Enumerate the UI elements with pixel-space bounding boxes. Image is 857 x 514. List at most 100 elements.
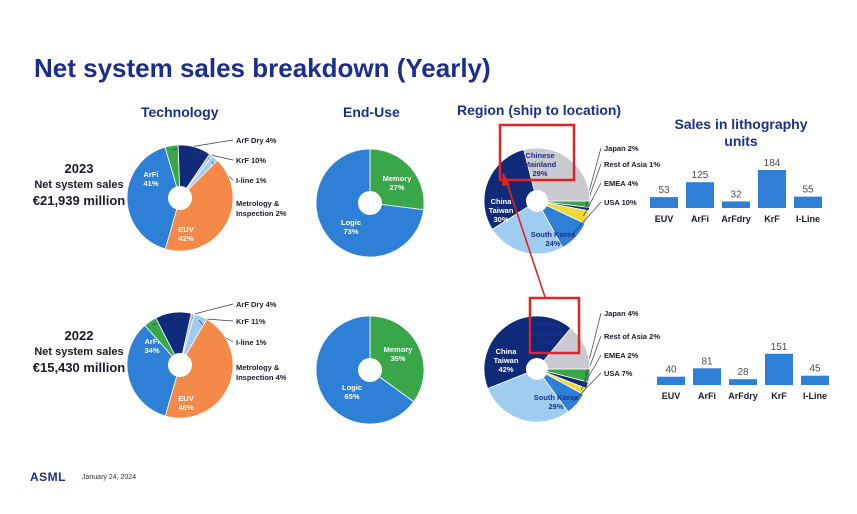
slice-label-japan: Japan 4% [604,309,639,318]
bar-value-label: 32 [730,189,742,200]
svg-text:Logic: Logic [342,383,362,392]
bar-value-label: 184 [764,158,781,169]
svg-text:China: China [491,197,513,206]
leader-line [193,150,234,161]
svg-text:South Korea: South Korea [534,393,579,402]
donut-hole [168,186,192,210]
slice-label-emea: EMEA 4% [604,179,639,188]
svg-text:Rest of Asia 1%: Rest of Asia 1% [604,160,660,169]
svg-text:ArF Dry 4%: ArF Dry 4% [236,300,277,309]
slice-label-i-line: I-line 1% [236,176,267,185]
bar-arfi [693,368,721,385]
bar-category-label: ArFdry [721,214,751,224]
header-technology: Technology [141,104,219,120]
page-title: Net system sales breakdown (Yearly) [34,53,491,83]
pie-slice-euv [164,318,234,419]
row-subtitle: Net system sales [34,345,124,358]
bar-category-label: ArFdry [728,391,758,401]
bar-value-label: 55 [802,185,814,196]
leader-line [583,182,602,217]
row-amount: €15,430 million [32,360,126,376]
svg-text:Chinese: Chinese [525,151,554,160]
svg-text:EUV: EUV [178,394,193,403]
bar-value-label: 151 [771,342,788,353]
highlight-box [498,123,576,182]
svg-text:Mainland: Mainland [530,329,563,338]
svg-text:KrF 11%: KrF 11% [236,317,266,326]
header-region: Region (ship to location) [457,102,622,118]
svg-text:USA 10%: USA 10% [604,198,637,207]
row-year: 2022 [64,328,94,343]
bar-krf [765,353,793,385]
pie-region-2023: Japan 2% Rest of Asia 1% EMEA 4% USA 10% Sou… [483,123,660,255]
svg-text:EMEA 4%: EMEA 4% [604,179,639,188]
bar-arfdry [729,379,757,385]
slice-label-metrology-inspection: Metrology &Inspection 2% [236,199,287,218]
pie-slice-chinese-mainland [523,147,591,202]
svg-text:29%: 29% [532,169,547,178]
svg-text:Japan 2%: Japan 2% [604,144,639,153]
svg-text:Inspection 2%: Inspection 2% [236,209,287,218]
bar-category-label: I-Line [796,214,820,224]
slice-label-japan: Japan 2% [604,144,639,153]
row-amount: €21,939 million [32,193,126,209]
donut-hole [168,353,192,377]
bar-category-label: KrF [771,391,787,401]
row-label-2022: 2022 Net system sales €15,430 million [4,327,154,377]
row-label-2023: 2023 Net system sales €21,939 million [4,160,154,210]
svg-text:USA 7%: USA 7% [604,369,633,378]
svg-text:Taiwan: Taiwan [489,206,514,215]
svg-text:Memory: Memory [384,345,414,354]
bar-value-label: 81 [701,356,713,367]
bar-value-label: 40 [665,365,677,376]
slice-label-usa: USA 10% [604,198,637,207]
svg-text:EMEA 2%: EMEA 2% [604,351,639,360]
pie-slice-memory [369,315,425,403]
bar-arfdry [722,201,750,208]
header-end-use: End-Use [343,104,400,120]
svg-text:30%: 30% [493,215,508,224]
bar-chart-2023: 53 EUV 125 ArFi 32 ArFdry 184 KrF 55 I-Line [650,158,822,224]
bar-euv [657,376,685,385]
svg-text:29%: 29% [548,402,563,411]
svg-text:24%: 24% [545,239,560,248]
footer-date: January 24, 2024 [82,474,137,481]
slice-label-rest-of-asia: Rest of Asia 2% [604,332,660,341]
highlight-box [528,296,581,355]
slice-label-emea: EMEA 2% [604,351,639,360]
slice-label-arf-dry: ArF Dry 4% [236,136,277,145]
pie-slice-south-korea [491,200,564,255]
bar-krf [758,170,786,208]
svg-text:Taiwan: Taiwan [494,356,519,365]
bar-arfi [686,182,714,208]
pie-slice-arfi [126,146,181,250]
bar-value-label: 45 [809,364,821,375]
pie-slice-euv [164,159,234,252]
leader-line [580,354,602,390]
slice-label-i-line: I-line 1% [236,338,267,347]
svg-text:35%: 35% [390,354,405,363]
svg-text:73%: 73% [343,227,358,236]
svg-text:Logic: Logic [341,218,361,227]
svg-text:Chinese: Chinese [531,320,560,329]
svg-text:South Korea: South Korea [531,230,576,239]
slice-label-krf: KrF 11% [236,317,266,326]
svg-text:46%: 46% [178,403,193,412]
donut-hole [526,190,548,212]
bar-category-label: KrF [764,214,780,224]
svg-text:41%: 41% [143,179,158,188]
svg-text:65%: 65% [344,392,359,401]
